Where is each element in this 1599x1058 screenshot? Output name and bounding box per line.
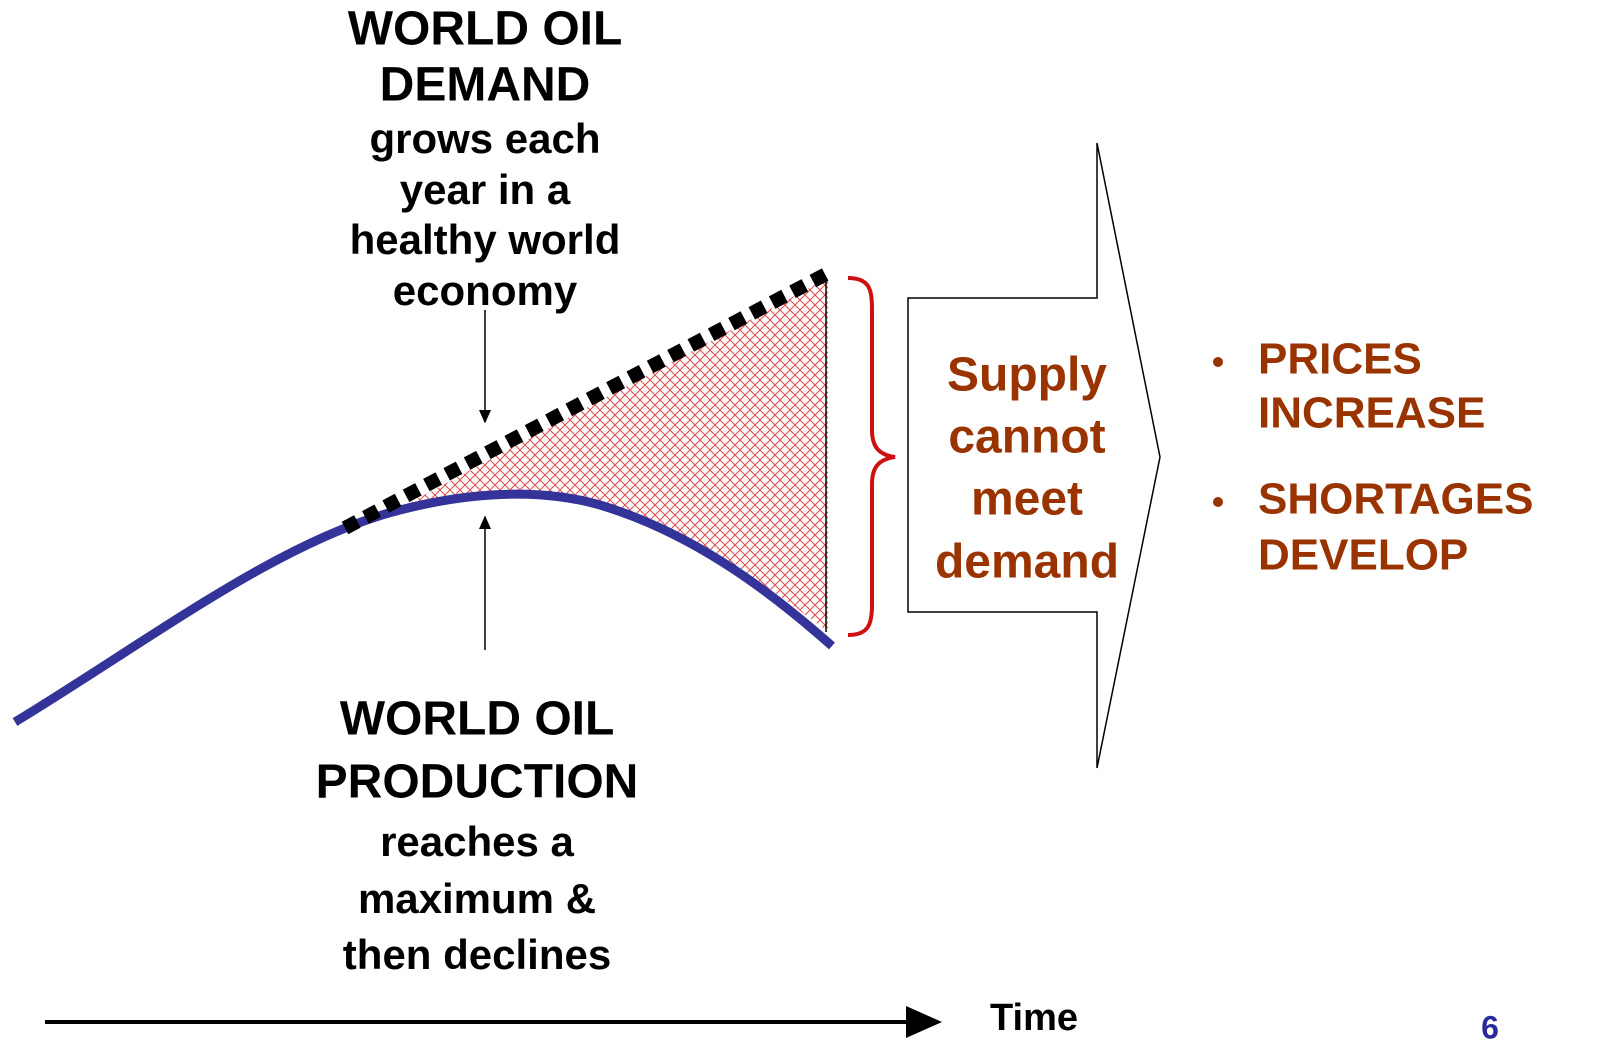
page-number: 6 (1481, 1009, 1499, 1045)
axis-label: Time (990, 997, 1078, 1039)
arrow-text: meet (971, 473, 1083, 526)
production-title: WORLD OIL (340, 693, 615, 746)
bullet-text: PRICES (1258, 335, 1422, 384)
gap-area (400, 278, 828, 632)
arrow-text: demand (935, 536, 1119, 589)
production-description: reaches a (380, 818, 574, 865)
demand-description: year in a (400, 166, 571, 213)
demand-description: economy (393, 267, 578, 314)
bullet-dot (1213, 357, 1223, 367)
bullet-text: INCREASE (1258, 389, 1485, 438)
big-arrow (907, 142, 1161, 769)
demand-description: healthy world (350, 216, 621, 263)
arrow-text: Supply (947, 349, 1107, 402)
production-description: maximum & (358, 875, 596, 922)
brace (847, 276, 896, 637)
bullet-text: SHORTAGES (1258, 475, 1533, 524)
production-description: then declines (343, 931, 611, 978)
demand-title: WORLD OIL (348, 3, 623, 56)
demand-description: grows each (369, 115, 600, 162)
bullet-text: DEVELOP (1258, 531, 1468, 580)
arrow-text: cannot (948, 411, 1105, 464)
production-curve (12, 489, 835, 726)
demand-title: DEMAND (380, 59, 591, 112)
production-title: PRODUCTION (316, 756, 639, 809)
bullet-dot (1213, 497, 1223, 507)
